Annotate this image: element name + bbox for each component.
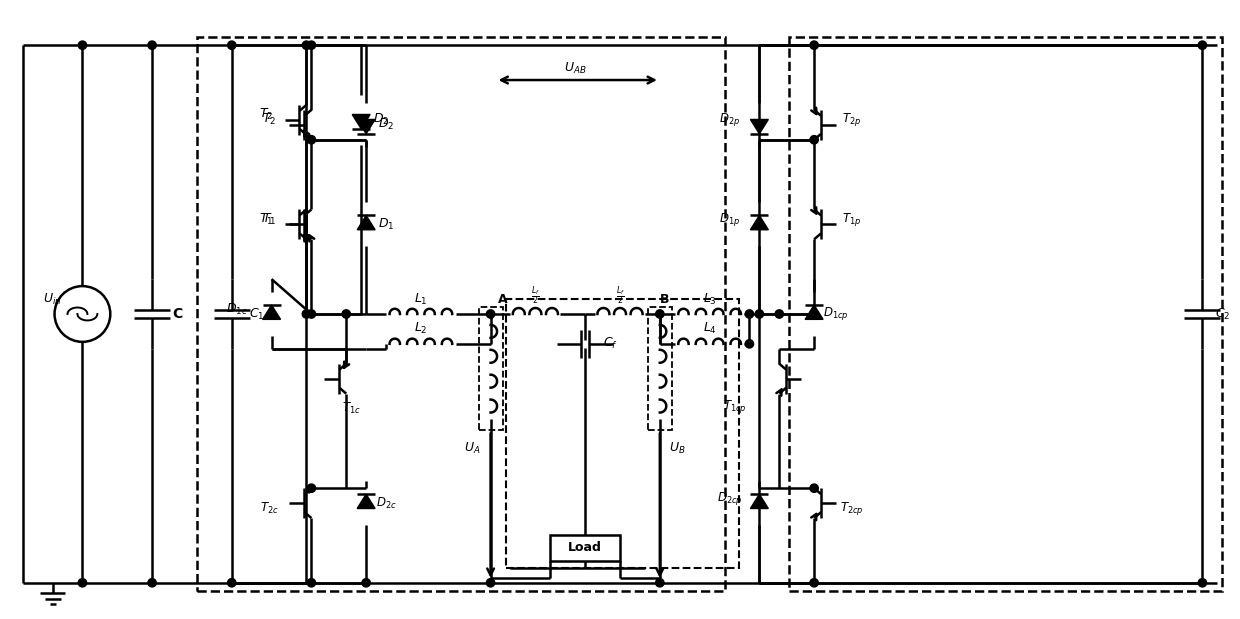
Text: $D_2$: $D_2$ xyxy=(378,117,394,132)
Text: $D_1$: $D_1$ xyxy=(378,217,394,232)
Text: $U_A$: $U_A$ xyxy=(465,441,481,456)
Text: $L_2$: $L_2$ xyxy=(414,321,428,337)
Text: $T_{1cp}$: $T_{1cp}$ xyxy=(723,398,746,415)
Circle shape xyxy=(755,310,764,318)
Bar xyxy=(551,535,620,561)
Circle shape xyxy=(810,41,818,50)
Polygon shape xyxy=(750,215,769,230)
Text: $T_1$: $T_1$ xyxy=(259,212,274,227)
Text: $D_{1p}$: $D_{1p}$ xyxy=(719,211,740,228)
Bar xyxy=(506,299,739,568)
Text: $U_B$: $U_B$ xyxy=(670,441,686,456)
Circle shape xyxy=(308,310,315,318)
Circle shape xyxy=(745,310,754,318)
Text: $T_{2p}$: $T_{2p}$ xyxy=(842,111,862,128)
Circle shape xyxy=(78,41,87,50)
Circle shape xyxy=(308,579,315,587)
Circle shape xyxy=(810,579,818,587)
Circle shape xyxy=(228,579,236,587)
Circle shape xyxy=(656,579,663,587)
Text: $L_3$: $L_3$ xyxy=(703,292,717,306)
Text: $C_2$: $C_2$ xyxy=(1215,306,1230,321)
Circle shape xyxy=(78,579,87,587)
Text: $T_2$: $T_2$ xyxy=(263,112,277,128)
Circle shape xyxy=(810,136,818,144)
Text: A: A xyxy=(497,293,507,306)
Text: $D_{1cp}$: $D_{1cp}$ xyxy=(823,306,849,322)
Text: $L_1$: $L_1$ xyxy=(414,292,428,306)
Circle shape xyxy=(1198,41,1207,50)
Polygon shape xyxy=(750,494,769,508)
Circle shape xyxy=(228,41,236,50)
Circle shape xyxy=(362,579,371,587)
Text: $D_{2p}$: $D_{2p}$ xyxy=(719,111,740,128)
Text: $\frac{L_f}{2}$: $\frac{L_f}{2}$ xyxy=(531,285,539,308)
Text: $C_1$: $C_1$ xyxy=(249,306,264,321)
Circle shape xyxy=(775,310,784,318)
Bar xyxy=(479,307,502,430)
Text: C: C xyxy=(172,307,182,321)
Polygon shape xyxy=(750,119,769,134)
Text: $D_{2cp}$: $D_{2cp}$ xyxy=(717,490,743,506)
Polygon shape xyxy=(357,494,376,508)
Text: $D_{2c}$: $D_{2c}$ xyxy=(376,496,397,511)
Text: $T_{1p}$: $T_{1p}$ xyxy=(842,211,862,228)
Circle shape xyxy=(308,484,315,492)
Circle shape xyxy=(486,579,495,587)
Circle shape xyxy=(745,340,754,348)
Text: $T_{2c}$: $T_{2c}$ xyxy=(260,501,279,516)
Text: $T_1$: $T_1$ xyxy=(263,212,277,227)
Circle shape xyxy=(148,579,156,587)
Text: $U_{in}$: $U_{in}$ xyxy=(43,292,62,306)
Text: $D_{1c}$: $D_{1c}$ xyxy=(226,301,248,316)
Text: $D_2$: $D_2$ xyxy=(373,112,389,128)
Circle shape xyxy=(486,310,495,318)
Circle shape xyxy=(303,41,310,50)
Polygon shape xyxy=(357,215,376,230)
Circle shape xyxy=(810,310,818,318)
Circle shape xyxy=(308,136,315,144)
Text: Load: Load xyxy=(568,542,603,555)
Circle shape xyxy=(303,310,310,318)
Polygon shape xyxy=(805,305,823,319)
Text: B: B xyxy=(660,293,670,306)
Circle shape xyxy=(656,310,663,318)
Circle shape xyxy=(308,41,315,50)
Circle shape xyxy=(810,484,818,492)
Circle shape xyxy=(342,310,351,318)
Circle shape xyxy=(1198,579,1207,587)
Bar xyxy=(789,37,1223,591)
Bar xyxy=(197,37,724,591)
Circle shape xyxy=(148,41,156,50)
Polygon shape xyxy=(357,119,376,134)
Text: $T_{1c}$: $T_{1c}$ xyxy=(342,401,361,416)
Polygon shape xyxy=(263,305,280,319)
Text: $T_{2cp}$: $T_{2cp}$ xyxy=(839,500,864,517)
Polygon shape xyxy=(352,115,370,129)
Text: $L_4$: $L_4$ xyxy=(703,321,717,337)
Text: $\frac{L_f}{2}$: $\frac{L_f}{2}$ xyxy=(615,285,625,308)
Text: $C_f$: $C_f$ xyxy=(603,336,618,352)
Bar xyxy=(647,307,672,430)
Text: $U_{AB}$: $U_{AB}$ xyxy=(564,61,587,76)
Text: $T_2$: $T_2$ xyxy=(259,107,274,123)
